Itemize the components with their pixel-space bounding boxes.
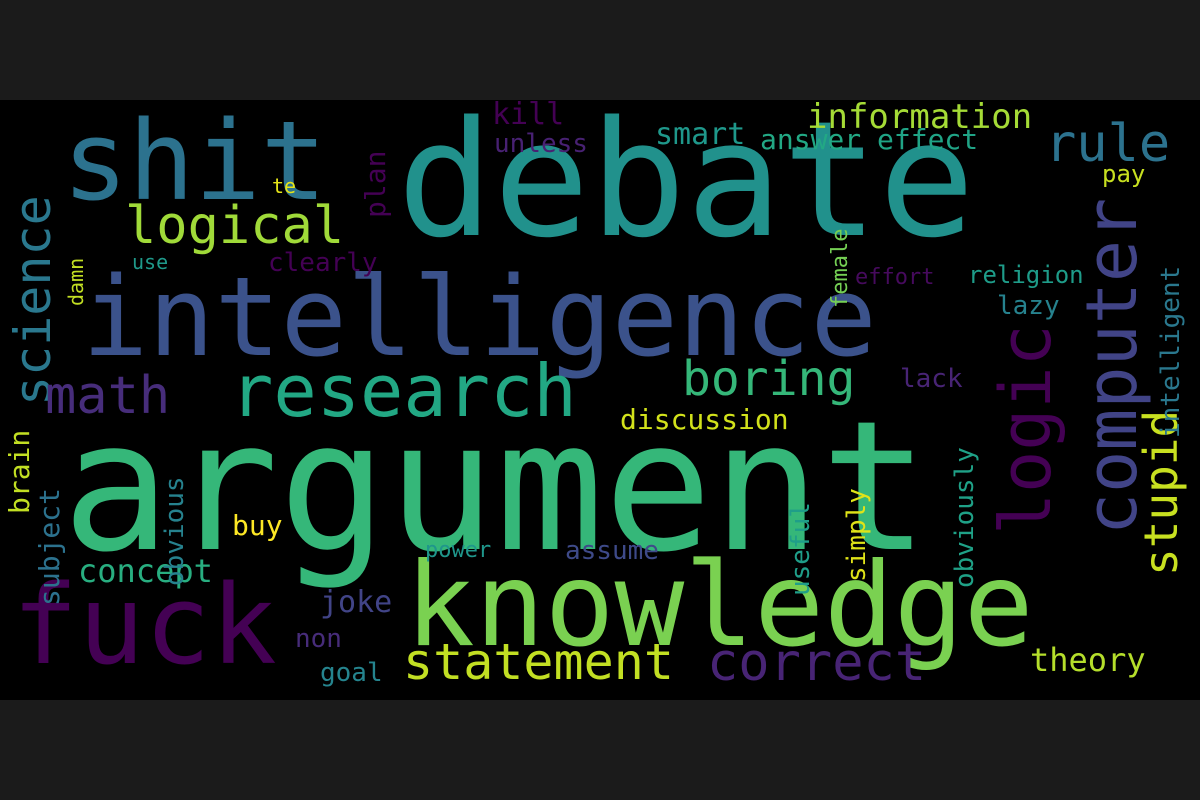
- word-information: information: [807, 100, 1033, 137]
- word-correct: correct: [707, 633, 927, 693]
- word-obviously: obviously: [950, 447, 980, 588]
- word-effort: effort: [855, 265, 935, 290]
- word-lazy: lazy: [997, 291, 1060, 321]
- word-joke: joke: [320, 585, 393, 620]
- word-statement: statement: [403, 633, 674, 691]
- word-intelligence: intelligence: [82, 253, 877, 381]
- word-smart: smart: [655, 117, 746, 152]
- word-kill: kill: [492, 100, 565, 132]
- word-answer: answer: [760, 123, 862, 156]
- word-use: use: [132, 250, 169, 274]
- word-discussion: discussion: [620, 403, 789, 436]
- word-research: research: [230, 349, 577, 433]
- word-subject: subject: [33, 487, 66, 606]
- word-boring: boring: [682, 351, 856, 407]
- word-clearly: clearly: [268, 248, 378, 278]
- word-goal: goal: [320, 658, 383, 688]
- word-brain: brain: [3, 429, 36, 514]
- word-logic: logic: [985, 324, 1067, 535]
- word-simply: simply: [842, 488, 872, 582]
- word-non: non: [295, 624, 342, 654]
- word-effect: effect: [877, 123, 979, 156]
- word-logical: logical: [125, 196, 345, 256]
- word-obvious: obvious: [160, 476, 190, 586]
- word-concept: concept: [78, 552, 213, 590]
- word-assume: assume: [565, 536, 659, 566]
- word-debate: debate: [397, 100, 975, 273]
- word-shit: shit: [62, 100, 327, 225]
- word-buy: buy: [232, 509, 283, 542]
- word-argument: argument: [62, 383, 929, 592]
- word-fuck: fuck: [12, 561, 277, 689]
- word-unless: unless: [494, 129, 588, 159]
- word-lack: lack: [900, 364, 963, 394]
- word-cloud: debate argument intelligence knowledge f…: [0, 100, 1200, 700]
- word-intelligent: intelligent: [1156, 265, 1186, 438]
- word-math: math: [45, 366, 171, 426]
- word-useful: useful: [786, 502, 816, 596]
- word-female: female: [828, 228, 853, 308]
- word-pay: pay: [1102, 160, 1146, 188]
- word-theory: theory: [1030, 641, 1146, 679]
- word-damn: damn: [64, 257, 88, 306]
- word-te: te: [272, 174, 297, 198]
- word-rule: rule: [1045, 114, 1171, 174]
- word-religion: religion: [968, 261, 1084, 289]
- word-power: power: [425, 538, 492, 563]
- word-plan: plan: [359, 150, 392, 218]
- word-knowledge: knowledge: [405, 538, 1034, 673]
